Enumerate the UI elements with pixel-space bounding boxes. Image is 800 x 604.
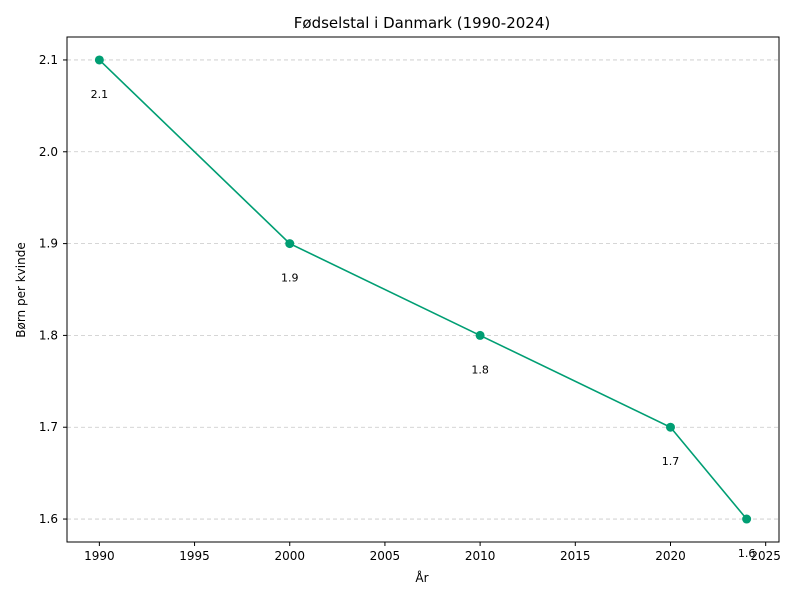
y-axis: 1.6 1.7 1.8 1.9 2.0 2.1 <box>39 53 67 526</box>
chart-title: Fødselstal i Danmark (1990-2024) <box>294 14 550 32</box>
data-point <box>285 239 295 249</box>
data-point <box>742 514 752 524</box>
series-markers <box>94 55 752 524</box>
y-tick-label: 1.6 <box>39 512 58 526</box>
data-label: 1.8 <box>471 363 489 376</box>
data-labels: 2.1 1.9 1.8 1.7 1.6 <box>91 88 756 560</box>
x-tick-label: 2020 <box>655 549 686 563</box>
y-tick-label: 1.7 <box>39 420 58 434</box>
data-label: 2.1 <box>91 88 109 101</box>
y-tick-label: 2.0 <box>39 145 58 159</box>
y-tick-label: 1.8 <box>39 328 58 342</box>
data-point <box>665 422 675 432</box>
x-tick-label: 1990 <box>84 549 115 563</box>
y-axis-label: Børn per kvinde <box>14 242 28 337</box>
y-tick-label: 2.1 <box>39 53 58 67</box>
x-tick-label: 2000 <box>274 549 305 563</box>
data-label: 1.7 <box>662 455 680 468</box>
data-label: 1.9 <box>281 272 299 285</box>
plot-area-frame <box>66 36 780 543</box>
data-point <box>475 330 485 340</box>
data-point <box>94 55 104 65</box>
x-tick-label: 1995 <box>179 549 210 563</box>
data-label: 1.6 <box>738 547 756 560</box>
x-axis: 1990 1995 2000 2005 2010 2015 2020 2025 <box>84 542 781 563</box>
y-tick-label: 1.9 <box>39 237 58 251</box>
x-tick-label: 2025 <box>750 549 781 563</box>
x-tick-label: 2010 <box>465 549 496 563</box>
x-tick-label: 2005 <box>370 549 401 563</box>
x-tick-label: 2015 <box>560 549 591 563</box>
x-axis-label: År <box>415 570 428 585</box>
